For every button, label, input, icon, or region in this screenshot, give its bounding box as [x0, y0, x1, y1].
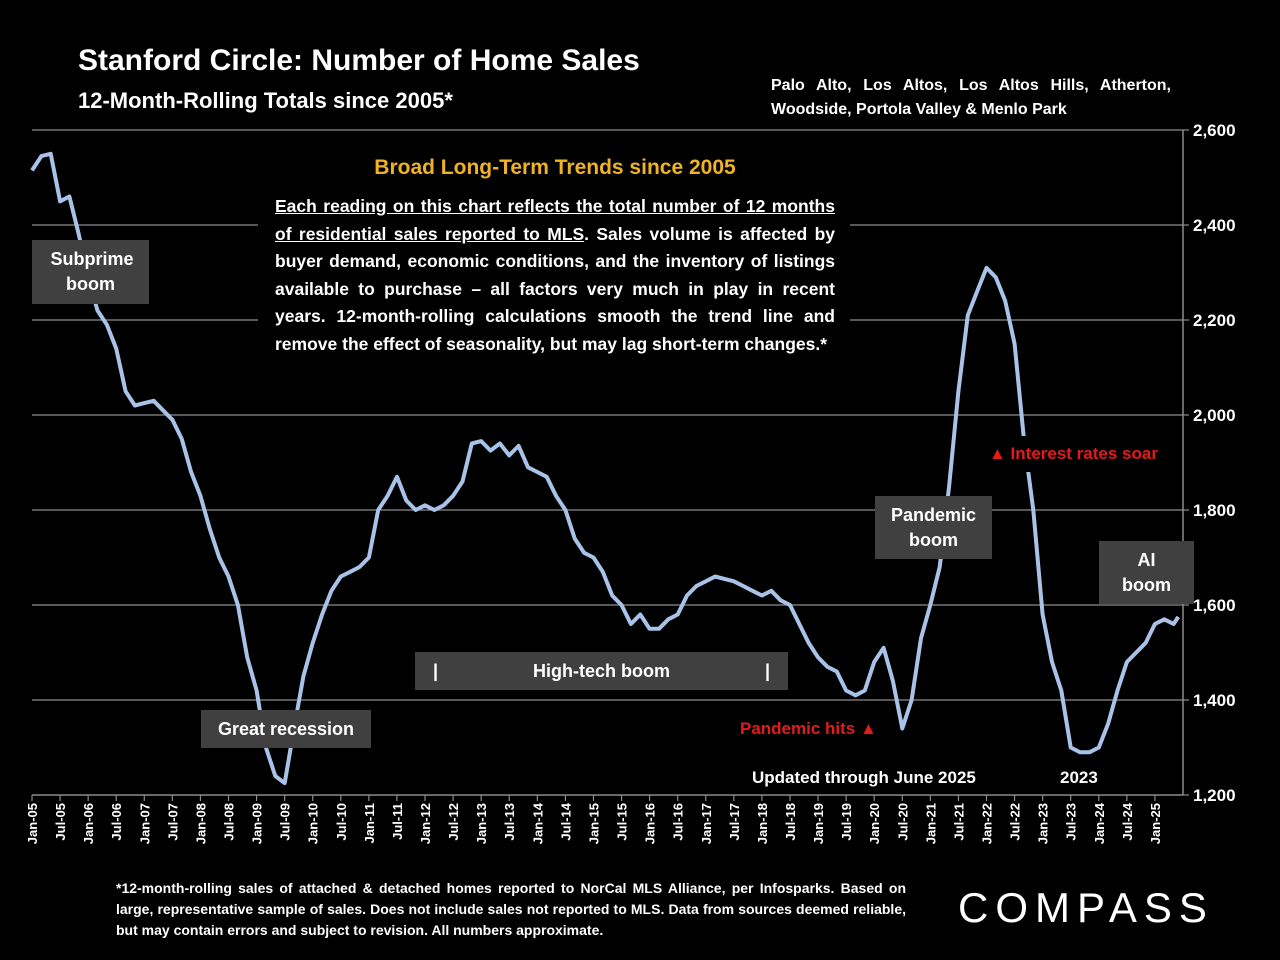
x-tick-label: Jan-18: [755, 803, 770, 844]
y-tick-label: 2,400: [1193, 216, 1236, 235]
y-tick-label: 1,200: [1193, 786, 1236, 805]
x-tick-label: Jan-06: [81, 803, 96, 844]
x-tick-label: Jul-19: [839, 803, 854, 841]
x-tick-label: Jan-17: [699, 803, 714, 844]
footnote: *12-month-rolling sales of attached & de…: [116, 880, 906, 938]
trend-underlined-text: Each reading on this chart reflects the …: [275, 196, 835, 244]
x-tick-label: Jul-15: [615, 803, 630, 841]
x-tick-label: Jul-05: [53, 803, 68, 841]
interest-rates-annotation: ▲ Interest rates soar: [983, 436, 1164, 472]
page-subtitle: 12-Month-Rolling Totals since 2005*: [78, 88, 453, 113]
trend-heading: Broad Long-Term Trends since 2005: [374, 156, 736, 179]
x-tick-label: Jul-08: [222, 803, 237, 841]
x-tick-label: Jan-07: [137, 803, 152, 844]
x-tick-label: Jan-08: [193, 803, 208, 844]
x-tick-label: Jan-22: [979, 803, 994, 844]
x-tick-label: Jan-24: [1092, 802, 1107, 844]
x-tick-label: Jan-10: [306, 803, 321, 844]
x-tick-label: Jul-12: [446, 803, 461, 841]
region-line-2: Woodside, Portola Valley & Menlo Park: [771, 101, 1067, 118]
pandemic-hits-annotation: Pandemic hits ▲: [740, 719, 877, 739]
x-tick-label: Jan-23: [1036, 803, 1051, 844]
x-tick-label: Jan-14: [530, 802, 545, 844]
page-title: Stanford Circle: Number of Home Sales: [78, 44, 640, 77]
x-tick-label: Jul-23: [1064, 803, 1079, 841]
hightech-boom-text: High-tech boom: [533, 660, 670, 681]
hightech-bar-left: |: [433, 660, 439, 681]
x-tick-label: Jan-09: [250, 803, 265, 844]
region-list: Palo Alto, Los Altos, Los Altos Hills, A…: [771, 74, 1171, 122]
x-tick-label: Jan-13: [474, 803, 489, 844]
subprime-boom-label: Subprime boom: [32, 240, 149, 304]
hightech-bar-right: |: [764, 660, 770, 681]
y-tick-label: 2,000: [1193, 406, 1236, 425]
x-tick-label: Jul-11: [390, 803, 405, 840]
x-tick-label: Jul-16: [671, 803, 686, 841]
x-tick-label: Jan-12: [418, 803, 433, 844]
great-recession-label: Great recession: [201, 710, 371, 748]
updated-note: Updated through June 2025: [752, 768, 976, 787]
x-tick-label: Jul-13: [502, 803, 517, 841]
y-tick-label: 1,600: [1193, 596, 1236, 615]
x-tick-label: Jan-15: [586, 803, 601, 844]
year-2023-label: 2023: [1060, 768, 1098, 787]
x-tick-label: Jul-07: [165, 803, 180, 841]
pandemic-boom-label: Pandemic boom: [875, 496, 992, 559]
trend-body-text: . Sales volume is affected by buyer dema…: [275, 223, 835, 354]
series-line-home-sales: [30, 151, 1180, 786]
x-tick-label: Jul-14: [558, 802, 573, 840]
x-tick-label: Jan-20: [867, 803, 882, 844]
x-tick-label: Jan-16: [643, 803, 658, 844]
x-tick-label: Jan-05: [25, 803, 40, 844]
region-line-1: Palo Alto, Los Altos, Los Altos Hills, A…: [771, 77, 1171, 94]
x-tick-label: Jul-24: [1120, 802, 1135, 840]
x-tick-labels: Jan-05 Jul-05 Jan-06 Jul-06 Jan-07 Jul-07 Jan-…: [25, 795, 1163, 844]
y-tick-label: 1,800: [1193, 501, 1236, 520]
x-tick-label: Jul-10: [334, 803, 349, 841]
x-tick-label: Jan-11: [362, 803, 377, 843]
hightech-boom-label: | High-tech boom |: [415, 652, 788, 690]
x-tick-label: Jul-22: [1008, 803, 1023, 841]
x-tick-label: Jul-17: [727, 803, 742, 841]
x-tick-label: Jan-25: [1148, 803, 1163, 844]
x-tick-label: Jul-21: [951, 803, 966, 841]
x-tick-label: Jan-21: [923, 803, 938, 844]
y-tick-label: 2,200: [1193, 311, 1236, 330]
trend-description: Each reading on this chart reflects the …: [258, 193, 850, 395]
x-tick-label: Jul-18: [783, 803, 798, 841]
x-tick-label: Jan-19: [811, 803, 826, 844]
ai-boom-label: AI boom: [1099, 541, 1194, 604]
y-tick-label: 2,600: [1193, 121, 1236, 140]
y-tick-label: 1,400: [1193, 691, 1236, 710]
y-tick-labels: 1,200 1,400 1,600 1,800 2,000 2,200 2,400 2,600: [1183, 121, 1236, 805]
x-tick-label: Jul-09: [278, 803, 293, 841]
x-tick-label: Jul-06: [109, 803, 124, 841]
x-tick-label: Jul-20: [895, 803, 910, 841]
compass-logo: COMPASS: [958, 884, 1214, 931]
